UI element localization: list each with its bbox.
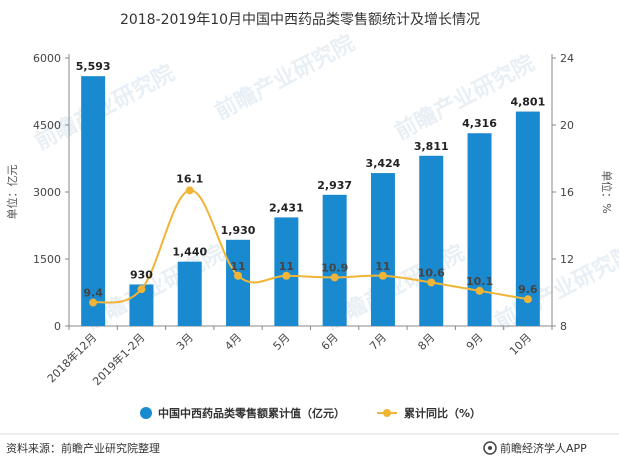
bar-value-label: 1,440 — [172, 246, 207, 259]
footer-brand-logo-icon — [483, 441, 497, 455]
legend-line-marker — [383, 409, 391, 417]
line-value-label: 11 — [375, 260, 390, 273]
watermark-text: 前瞻产业研究院 — [211, 30, 359, 125]
y-left-tick-label: 4500 — [33, 119, 61, 132]
x-tick-label: 3月 — [174, 331, 196, 353]
line-series — [89, 186, 532, 307]
x-tick-label: 9月 — [464, 331, 486, 353]
x-tick-label: 5月 — [271, 331, 293, 353]
y-right-tick-label: 16 — [560, 186, 574, 199]
y-right-tick-label: 24 — [560, 52, 574, 65]
bar — [274, 217, 299, 326]
line-point — [89, 298, 98, 307]
legend-bar-swatch — [140, 407, 152, 419]
x-tick-label: 6月 — [319, 331, 341, 353]
line-value-label: 10.1 — [466, 275, 493, 288]
bar — [467, 133, 492, 326]
watermark-text: 前瞻产业研究院 — [491, 240, 619, 335]
bar-value-label: 2,431 — [269, 201, 304, 214]
data-labels: 5,593 930 1,440 1,930 2,431 2,937 3,424 3,811 4,… — [76, 60, 545, 299]
bar-value-label: 5,593 — [76, 60, 111, 73]
footer-brand: 前瞻经济学人APP — [500, 441, 587, 455]
line-value-label: 11 — [230, 260, 245, 273]
y-left-tick-label: 6000 — [33, 52, 61, 65]
line-value-label: 16.1 — [176, 172, 203, 185]
y-right-tick-label: 20 — [560, 119, 574, 132]
footer-source: 资料来源：前瞻产业研究院整理 — [6, 441, 160, 455]
bar — [370, 173, 395, 326]
y-right-tick-label: 8 — [560, 320, 567, 333]
x-tick-label: 4月 — [222, 331, 244, 353]
y-left-tick-label: 3000 — [33, 186, 61, 199]
y-right-tick-label: 12 — [560, 253, 574, 266]
line-point — [137, 285, 146, 294]
bar — [419, 155, 444, 326]
x-tick-label: 7月 — [367, 331, 389, 353]
line-point — [282, 271, 291, 280]
bar — [226, 239, 251, 326]
y-left-tick-label: 1500 — [33, 253, 61, 266]
line-point — [185, 186, 194, 195]
bar-value-label: 2,937 — [317, 179, 352, 192]
bar-value-label: 4,316 — [462, 117, 497, 130]
legend-bar-label: 中国中西药品类零售额累计值（亿元） — [158, 406, 345, 420]
x-tick-label: 10月 — [507, 331, 534, 358]
line-value-label: 9.4 — [83, 287, 103, 300]
bar-value-label: 3,811 — [414, 140, 449, 153]
chart-title: 2018-2019年10月中国中西药品类零售额统计及增长情况 — [120, 12, 480, 28]
bar-value-label: 4,801 — [510, 96, 545, 109]
line-point — [475, 286, 484, 295]
line-point — [523, 295, 532, 304]
y-axis-right-label: 单位：% — [600, 170, 614, 213]
line-point — [234, 271, 243, 280]
line-point — [330, 273, 339, 282]
bar — [515, 111, 540, 327]
x-tick-label: 8月 — [415, 331, 437, 353]
y-left-tick-label: 0 — [54, 320, 61, 333]
line-value-label: 11 — [279, 260, 294, 273]
y-axis-left-label: 单位：亿元 — [5, 165, 19, 220]
bar-series — [81, 76, 540, 327]
line-value-label: 9.6 — [518, 283, 538, 296]
bar-value-label: 1,930 — [221, 224, 256, 237]
x-tick-label: 2019年1-2月 — [90, 330, 148, 388]
bar — [177, 261, 202, 326]
line-value-label: 10.9 — [321, 261, 348, 274]
line-value-label: 10.6 — [418, 266, 445, 279]
bar — [81, 76, 106, 326]
legend-line-label: 累计同比（%） — [404, 406, 481, 420]
line-point — [378, 271, 387, 280]
bar — [322, 194, 347, 326]
line-point — [427, 278, 436, 287]
bar-value-label: 930 — [130, 268, 153, 281]
bar-value-label: 3,424 — [366, 157, 401, 170]
